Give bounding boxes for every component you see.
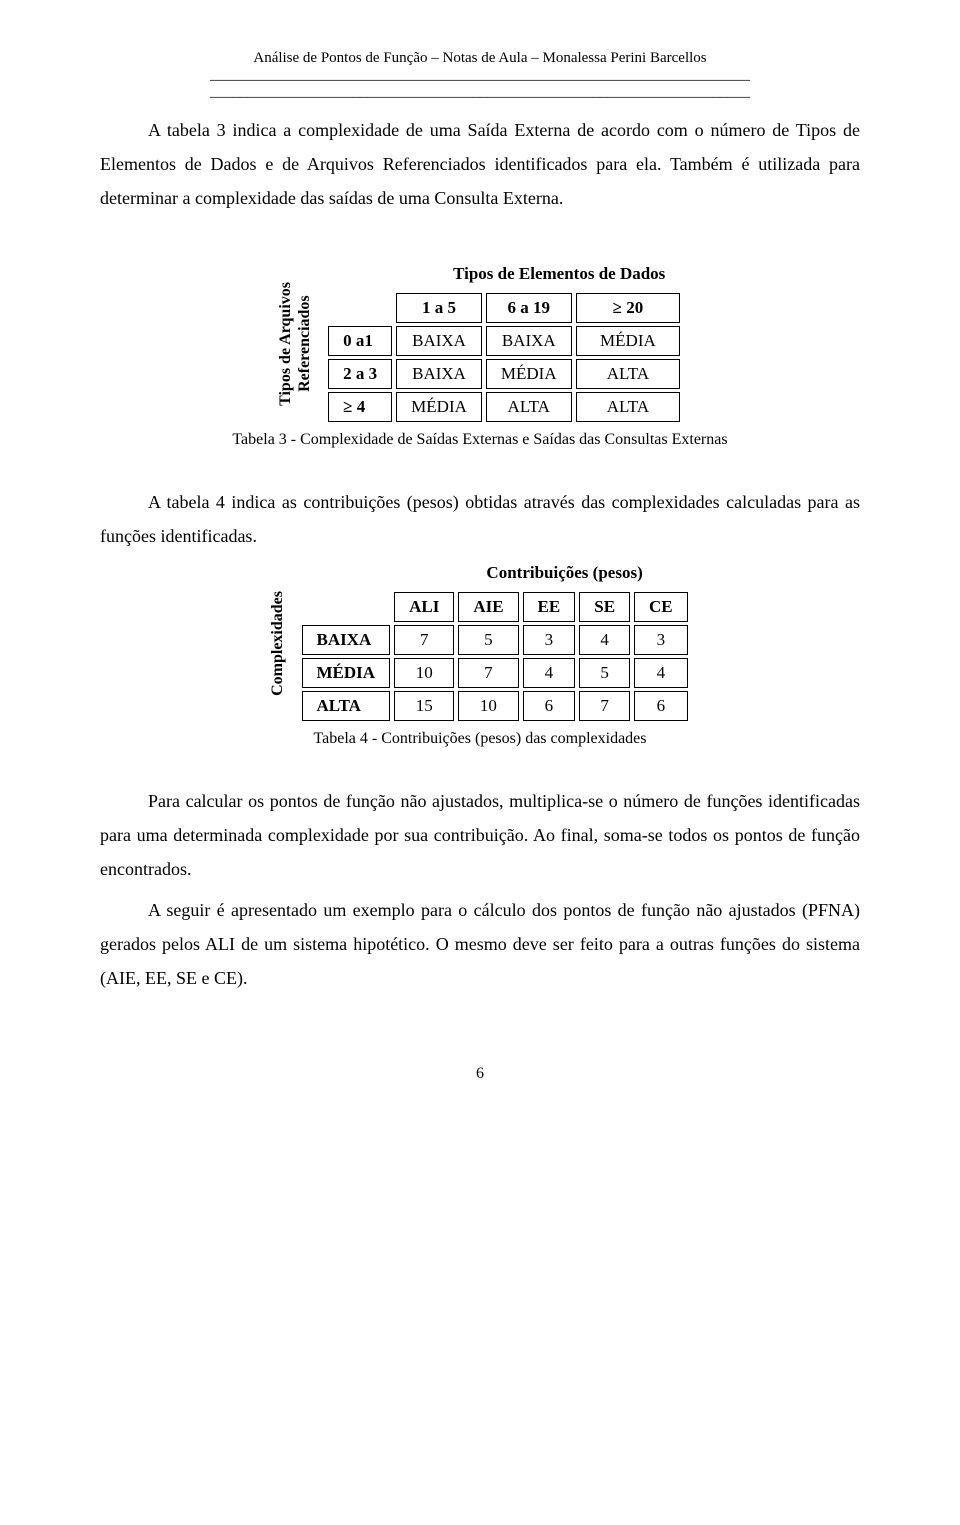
table-cell: MÉDIA xyxy=(576,326,681,356)
table-4-col-header: CE xyxy=(634,592,688,622)
table-3-caption: Tabela 3 - Complexidade de Saídas Extern… xyxy=(100,431,860,449)
table-3-side-label-l1: Tipos de Arquivos xyxy=(277,282,294,406)
table-cell: 4 xyxy=(634,658,688,688)
table-cell: 4 xyxy=(523,658,576,688)
table-cell: BAIXA xyxy=(396,359,482,389)
paragraph-2: A tabela 4 indica as contribuições (peso… xyxy=(100,485,860,553)
table-cell: BAIXA xyxy=(486,326,572,356)
table-cell: 5 xyxy=(458,625,518,655)
table-row: MÉDIA 10 7 4 5 4 xyxy=(302,658,688,688)
table-4-col-header: AIE xyxy=(458,592,518,622)
table-row: 0 a1 BAIXA BAIXA MÉDIA xyxy=(328,326,680,356)
table-3-col-header: 1 a 5 xyxy=(396,293,482,323)
table-4-side-label: Complexidades xyxy=(268,591,287,696)
page-header: Análise de Pontos de Função – Notas de A… xyxy=(100,50,860,101)
table-cell: 4 xyxy=(579,625,630,655)
table-row: ≥ 4 MÉDIA ALTA ALTA xyxy=(328,392,680,422)
table-4-col-header: SE xyxy=(579,592,630,622)
table-3-top-title: Tipos de Elementos de Dados xyxy=(324,264,684,284)
table-cell: 6 xyxy=(634,691,688,721)
table-4-caption: Tabela 4 - Contribuições (pesos) das com… xyxy=(100,730,860,748)
table-3-block: Tipos de Arquivos Referenciados Tipos de… xyxy=(100,264,860,449)
table-cell: 5 xyxy=(579,658,630,688)
table-cell: MÉDIA xyxy=(396,392,482,422)
table-cell: 7 xyxy=(458,658,518,688)
paragraph-3: Para calcular os pontos de função não aj… xyxy=(100,784,860,887)
table-cell-blank xyxy=(302,592,391,622)
table-4-col-header: ALI xyxy=(394,592,454,622)
table-cell: 10 xyxy=(394,658,454,688)
header-rule-2: ________________________________________… xyxy=(100,84,860,101)
table-cell-blank xyxy=(328,293,392,323)
table-4-block: Complexidades Contribuições (pesos) ALI … xyxy=(100,563,860,748)
table-4: ALI AIE EE SE CE BAIXA 7 5 3 4 3 MÉDIA 1… xyxy=(298,589,692,724)
table-4-top-title: Contribuições (pesos) xyxy=(298,563,692,583)
paragraph-4: A seguir é apresentado um exemplo para o… xyxy=(100,893,860,996)
table-4-row-header: BAIXA xyxy=(302,625,391,655)
table-3: 1 a 5 6 a 19 ≥ 20 0 a1 BAIXA BAIXA MÉDIA… xyxy=(324,290,684,425)
table-3-side-label-l2: Referenciados xyxy=(296,296,313,393)
table-3-col-header: 6 a 19 xyxy=(486,293,572,323)
table-cell: ALTA xyxy=(486,392,572,422)
header-rule-1: ________________________________________… xyxy=(100,67,860,84)
table-cell: 3 xyxy=(523,625,576,655)
table-cell: 3 xyxy=(634,625,688,655)
header-title: Análise de Pontos de Função – Notas de A… xyxy=(100,50,860,67)
table-4-col-header: EE xyxy=(523,592,576,622)
table-3-side-label: Tipos de Arquivos Referenciados xyxy=(276,282,314,406)
table-row: 2 a 3 BAIXA MÉDIA ALTA xyxy=(328,359,680,389)
table-3-row-header: ≥ 4 xyxy=(328,392,392,422)
paragraph-1: A tabela 3 indica a complexidade de uma … xyxy=(100,113,860,216)
table-cell: 15 xyxy=(394,691,454,721)
table-4-row-header: MÉDIA xyxy=(302,658,391,688)
table-row: ALTA 15 10 6 7 6 xyxy=(302,691,688,721)
table-cell: 6 xyxy=(523,691,576,721)
table-cell: 7 xyxy=(579,691,630,721)
page-number: 6 xyxy=(100,1065,860,1083)
table-3-col-header: ≥ 20 xyxy=(576,293,681,323)
table-4-row-header: ALTA xyxy=(302,691,391,721)
table-cell: 7 xyxy=(394,625,454,655)
table-cell: ALTA xyxy=(576,359,681,389)
table-cell: MÉDIA xyxy=(486,359,572,389)
table-cell: 10 xyxy=(458,691,518,721)
table-3-row-header: 0 a1 xyxy=(328,326,392,356)
table-3-row-header: 2 a 3 xyxy=(328,359,392,389)
table-cell: BAIXA xyxy=(396,326,482,356)
table-cell: ALTA xyxy=(576,392,681,422)
table-row: BAIXA 7 5 3 4 3 xyxy=(302,625,688,655)
